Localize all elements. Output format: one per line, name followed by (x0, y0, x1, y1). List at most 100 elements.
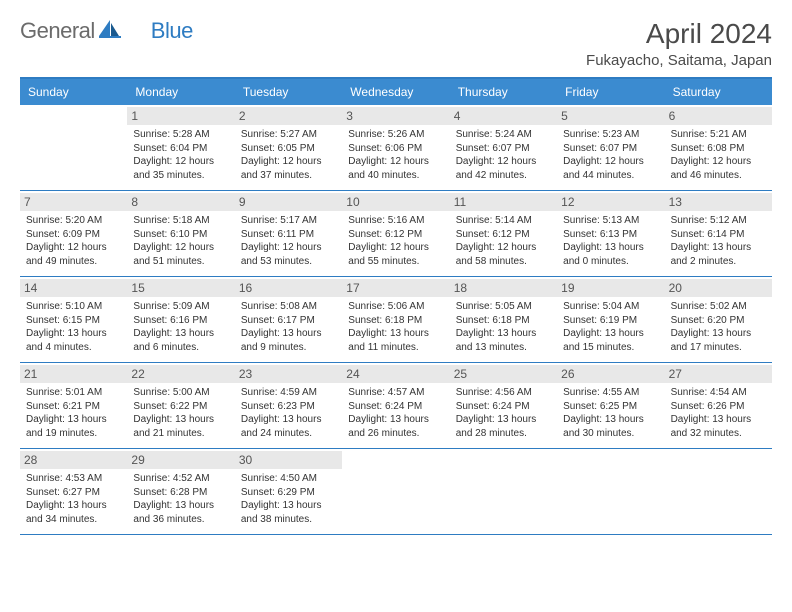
day-details: Sunrise: 5:24 AMSunset: 6:07 PMDaylight:… (456, 128, 551, 182)
day-number: 24 (342, 365, 449, 383)
week-row: 1 Sunrise: 5:28 AMSunset: 6:04 PMDaylight… (20, 105, 772, 191)
day-details: Sunrise: 5:02 AMSunset: 6:20 PMDaylight:… (671, 300, 766, 354)
day-number: 18 (450, 279, 557, 297)
day-number: 23 (235, 365, 342, 383)
day-details: Sunrise: 5:04 AMSunset: 6:19 PMDaylight:… (563, 300, 658, 354)
day-details: Sunrise: 5:14 AMSunset: 6:12 PMDaylight:… (456, 214, 551, 268)
month-title: April 2024 (586, 18, 772, 50)
day-details: Sunrise: 5:28 AMSunset: 6:04 PMDaylight:… (133, 128, 228, 182)
day-number: 16 (235, 279, 342, 297)
day-details: Sunrise: 4:53 AMSunset: 6:27 PMDaylight:… (26, 472, 121, 526)
day-cell: 15Sunrise: 5:09 AMSunset: 6:16 PMDayligh… (127, 277, 234, 362)
day-details: Sunrise: 5:05 AMSunset: 6:18 PMDaylight:… (456, 300, 551, 354)
day-cell: 9 Sunrise: 5:17 AMSunset: 6:11 PMDaylight… (235, 191, 342, 276)
weeks-container: 1 Sunrise: 5:28 AMSunset: 6:04 PMDaylight… (20, 105, 772, 535)
day-number: 21 (20, 365, 127, 383)
day-cell: 14Sunrise: 5:10 AMSunset: 6:15 PMDayligh… (20, 277, 127, 362)
day-details: Sunrise: 4:55 AMSunset: 6:25 PMDaylight:… (563, 386, 658, 440)
day-number: 10 (342, 193, 449, 211)
day-details: Sunrise: 5:10 AMSunset: 6:15 PMDaylight:… (26, 300, 121, 354)
day-cell: 8 Sunrise: 5:18 AMSunset: 6:10 PMDaylight… (127, 191, 234, 276)
day-number: 20 (665, 279, 772, 297)
day-number: 13 (665, 193, 772, 211)
day-cell: 28Sunrise: 4:53 AMSunset: 6:27 PMDayligh… (20, 449, 127, 534)
day-cell: 3Sunrise: 5:26 AMSunset: 6:06 PMDaylight… (342, 105, 449, 190)
day-cell: 17 Sunrise: 5:06 AMSunset: 6:18 PMDayligh… (342, 277, 449, 362)
day-details: Sunrise: 5:20 AMSunset: 6:09 PMDaylight:… (26, 214, 121, 268)
location-text: Fukayacho, Saitama, Japan (586, 52, 772, 69)
day-number: 6 (665, 107, 772, 125)
day-cell: 10 Sunrise: 5:16 AMSunset: 6:12 PMDayligh… (342, 191, 449, 276)
calendar-grid: Sunday Monday Tuesday Wednesday Thursday… (20, 77, 772, 535)
day-cell: 21 Sunrise: 5:01 AMSunset: 6:21 PMDayligh… (20, 363, 127, 448)
day-header-thursday: Thursday (450, 79, 557, 105)
day-cell: 30Sunrise: 4:50 AMSunset: 6:29 PMDayligh… (235, 449, 342, 534)
day-number: 26 (557, 365, 664, 383)
day-cell (665, 449, 772, 534)
day-details: Sunrise: 5:16 AMSunset: 6:12 PMDaylight:… (348, 214, 443, 268)
logo-text-blue: Blue (151, 18, 193, 44)
week-row: 28Sunrise: 4:53 AMSunset: 6:27 PMDayligh… (20, 449, 772, 535)
day-number: 30 (235, 451, 342, 469)
logo-text-general: General (20, 18, 95, 44)
day-cell (557, 449, 664, 534)
day-details: Sunrise: 4:57 AMSunset: 6:24 PMDaylight:… (348, 386, 443, 440)
week-row: 14Sunrise: 5:10 AMSunset: 6:15 PMDayligh… (20, 277, 772, 363)
day-cell: 6Sunrise: 5:21 AMSunset: 6:08 PMDaylight… (665, 105, 772, 190)
day-details: Sunrise: 5:09 AMSunset: 6:16 PMDaylight:… (133, 300, 228, 354)
day-cell: 27 Sunrise: 4:54 AMSunset: 6:26 PMDayligh… (665, 363, 772, 448)
day-details: Sunrise: 5:17 AMSunset: 6:11 PMDaylight:… (241, 214, 336, 268)
day-cell: 7 Sunrise: 5:20 AMSunset: 6:09 PMDaylight… (20, 191, 127, 276)
day-cell: 2 Sunrise: 5:27 AMSunset: 6:05 PMDaylight… (235, 105, 342, 190)
day-details: Sunrise: 5:12 AMSunset: 6:14 PMDaylight:… (671, 214, 766, 268)
day-cell (342, 449, 449, 534)
day-cell: 20 Sunrise: 5:02 AMSunset: 6:20 PMDayligh… (665, 277, 772, 362)
logo-sail-icon (99, 20, 121, 43)
day-header-friday: Friday (557, 79, 664, 105)
day-number: 17 (342, 279, 449, 297)
day-cell: 25Sunrise: 4:56 AMSunset: 6:24 PMDayligh… (450, 363, 557, 448)
day-cell: 1 Sunrise: 5:28 AMSunset: 6:04 PMDaylight… (127, 105, 234, 190)
day-cell: 4 Sunrise: 5:24 AMSunset: 6:07 PMDaylight… (450, 105, 557, 190)
week-row: 7 Sunrise: 5:20 AMSunset: 6:09 PMDaylight… (20, 191, 772, 277)
day-number: 11 (450, 193, 557, 211)
day-details: Sunrise: 5:08 AMSunset: 6:17 PMDaylight:… (241, 300, 336, 354)
day-details: Sunrise: 5:06 AMSunset: 6:18 PMDaylight:… (348, 300, 443, 354)
day-details: Sunrise: 4:54 AMSunset: 6:26 PMDaylight:… (671, 386, 766, 440)
day-number: 7 (20, 193, 127, 211)
day-cell: 12Sunrise: 5:13 AMSunset: 6:13 PMDayligh… (557, 191, 664, 276)
day-number: 8 (127, 193, 234, 211)
title-block: April 2024 Fukayacho, Saitama, Japan (586, 18, 772, 69)
day-number: 12 (557, 193, 664, 211)
day-number: 27 (665, 365, 772, 383)
day-number: 29 (127, 451, 234, 469)
day-header-wednesday: Wednesday (342, 79, 449, 105)
day-cell: 29Sunrise: 4:52 AMSunset: 6:28 PMDayligh… (127, 449, 234, 534)
day-details: Sunrise: 4:59 AMSunset: 6:23 PMDaylight:… (241, 386, 336, 440)
day-cell: 26 Sunrise: 4:55 AMSunset: 6:25 PMDayligh… (557, 363, 664, 448)
day-cell: 11 Sunrise: 5:14 AMSunset: 6:12 PMDayligh… (450, 191, 557, 276)
day-cell: 23 Sunrise: 4:59 AMSunset: 6:23 PMDayligh… (235, 363, 342, 448)
day-number: 5 (557, 107, 664, 125)
day-details: Sunrise: 5:01 AMSunset: 6:21 PMDaylight:… (26, 386, 121, 440)
day-details: Sunrise: 5:18 AMSunset: 6:10 PMDaylight:… (133, 214, 228, 268)
day-header-sunday: Sunday (20, 79, 127, 105)
day-details: Sunrise: 5:26 AMSunset: 6:06 PMDaylight:… (348, 128, 443, 182)
day-number: 25 (450, 365, 557, 383)
day-cell: 19 Sunrise: 5:04 AMSunset: 6:19 PMDayligh… (557, 277, 664, 362)
day-number: 4 (450, 107, 557, 125)
day-number: 2 (235, 107, 342, 125)
day-number: 1 (127, 107, 234, 125)
week-row: 21 Sunrise: 5:01 AMSunset: 6:21 PMDayligh… (20, 363, 772, 449)
day-header-tuesday: Tuesday (235, 79, 342, 105)
header: General Blue April 2024 Fukayacho, Saita… (20, 18, 772, 69)
day-details: Sunrise: 5:23 AMSunset: 6:07 PMDaylight:… (563, 128, 658, 182)
day-number: 9 (235, 193, 342, 211)
day-header-row: Sunday Monday Tuesday Wednesday Thursday… (20, 79, 772, 105)
day-cell: 5 Sunrise: 5:23 AMSunset: 6:07 PMDaylight… (557, 105, 664, 190)
day-cell: 13 Sunrise: 5:12 AMSunset: 6:14 PMDayligh… (665, 191, 772, 276)
logo: General Blue (20, 18, 193, 44)
day-details: Sunrise: 5:27 AMSunset: 6:05 PMDaylight:… (241, 128, 336, 182)
day-details: Sunrise: 5:00 AMSunset: 6:22 PMDaylight:… (133, 386, 228, 440)
day-number: 19 (557, 279, 664, 297)
